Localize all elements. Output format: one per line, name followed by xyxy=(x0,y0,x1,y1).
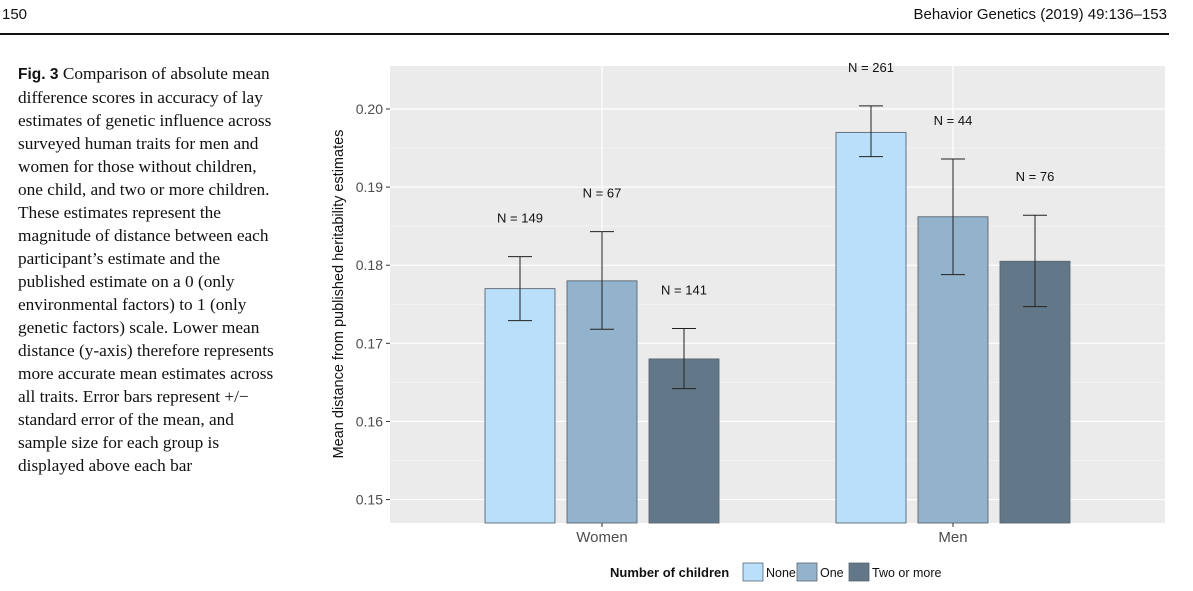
y-tick-label: 0.20 xyxy=(356,101,383,117)
y-tick-label: 0.16 xyxy=(356,413,383,429)
error-bars xyxy=(508,105,1047,390)
sample-size-label: N = 149 xyxy=(497,211,543,226)
bar xyxy=(484,288,556,524)
x-axis: Women Men xyxy=(576,523,968,546)
sample-size-label: N = 67 xyxy=(583,186,622,201)
x-category-label: Men xyxy=(938,529,967,546)
y-tick-label: 0.15 xyxy=(356,492,383,508)
header-rule xyxy=(0,33,1169,35)
y-tick-label: 0.19 xyxy=(356,179,383,195)
legend: Number of children None One Two or more xyxy=(610,562,942,582)
sample-size-label: N = 76 xyxy=(1016,169,1055,184)
sample-size-label: N = 44 xyxy=(934,113,973,128)
y-axis-title: Mean distance from published heritabilit… xyxy=(331,130,347,459)
bar xyxy=(835,131,907,524)
legend-title: Number of children xyxy=(610,565,729,580)
caption-text: Comparison of absolute mean difference s… xyxy=(18,64,274,475)
sample-size-label: N = 261 xyxy=(848,60,894,75)
page-number: 150 xyxy=(2,6,28,23)
sample-size-label: N = 141 xyxy=(661,282,707,297)
y-axis: 0.15 0.16 0.17 0.18 0.19 0.20 xyxy=(356,101,390,508)
legend-label: Two or more xyxy=(872,566,942,580)
figure-caption: Fig. 3 Comparison of absolute mean diffe… xyxy=(18,62,280,477)
legend-swatch xyxy=(848,562,870,582)
legend-swatch xyxy=(742,562,764,582)
y-tick-label: 0.18 xyxy=(356,257,383,273)
figure-label: Fig. 3 xyxy=(18,66,59,83)
sample-size-labels: N = 149 N = 67 N = 141 N = 261 N = 44 N = 76 xyxy=(497,60,1054,298)
y-tick-label: 0.17 xyxy=(356,335,383,351)
legend-label: None xyxy=(766,566,796,580)
journal-citation: Behavior Genetics (2019) 49:136–153 xyxy=(913,6,1167,23)
legend-label: One xyxy=(820,566,844,580)
running-head: 150 Behavior Genetics (2019) 49:136–153 xyxy=(0,0,1193,36)
x-category-label: Women xyxy=(576,529,627,546)
legend-swatch xyxy=(796,562,818,582)
